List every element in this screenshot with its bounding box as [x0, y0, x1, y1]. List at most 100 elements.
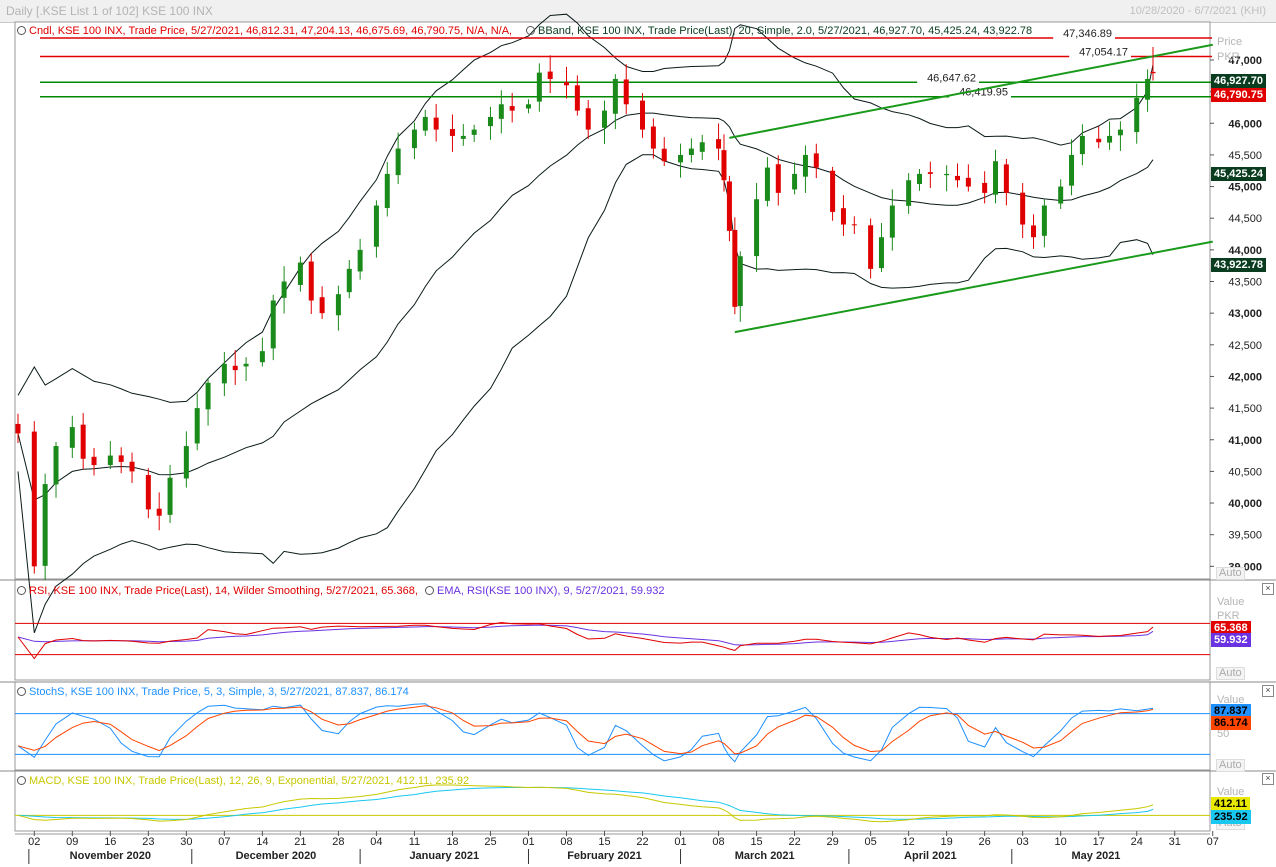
candle-body	[547, 71, 553, 79]
candle-body	[449, 129, 455, 136]
title-bar: Daily [.KSE List 1 of 102] KSE 100 INX 1…	[0, 0, 1276, 23]
level-label: 46,647.62	[927, 72, 976, 84]
candle-body	[107, 455, 113, 466]
settings-icon[interactable]	[526, 26, 535, 35]
x-tick-label: 22	[636, 836, 648, 848]
x-tick-label: 07	[1207, 836, 1219, 848]
x-tick-label: 14	[256, 836, 268, 848]
level-label-bg	[917, 71, 979, 84]
rsi-auto-button[interactable]: Auto	[1216, 667, 1245, 680]
month-label: December 2020	[236, 850, 317, 862]
rsi-legend[interactable]: RSI, KSE 100 INX, Trade Price(Last), 14,…	[17, 585, 418, 597]
x-tick-label: 21	[294, 836, 306, 848]
candle-body	[460, 135, 466, 139]
month-label: February 2021	[567, 850, 642, 862]
candle-body	[31, 431, 37, 567]
stoch-scale-head: Value	[1217, 694, 1245, 706]
candle-body	[1041, 205, 1047, 236]
price-auto-button[interactable]: Auto	[1216, 567, 1245, 580]
date-range: 10/28/2020 - 6/7/2021 (KHI)	[1129, 5, 1266, 17]
x-tick-label: 15	[598, 836, 610, 848]
price-tick-label: 39,500	[1228, 530, 1262, 542]
price-tick-label: 40,000	[1228, 498, 1262, 510]
rsi-ema-value-pill: 59.932	[1211, 633, 1251, 647]
level-label-bg	[949, 85, 1011, 98]
candle-body	[792, 173, 798, 190]
candle-body	[563, 82, 569, 86]
x-tick-label: 01	[522, 836, 534, 848]
candle-body	[433, 117, 439, 130]
macd-value-pill: 412.11	[1211, 797, 1251, 811]
macd-legend[interactable]: MACD, KSE 100 INX, Trade Price(Last), 12…	[17, 775, 469, 787]
candle-body	[69, 427, 75, 448]
candle-body	[737, 256, 743, 307]
candle-body	[221, 363, 227, 384]
price-tick-label: 43,000	[1228, 308, 1262, 320]
candle-body	[678, 154, 684, 163]
candle-body	[346, 268, 352, 293]
candle-body	[487, 116, 493, 127]
candle-body	[15, 423, 21, 434]
stoch-legend[interactable]: StochS, KSE 100 INX, Trade Price, 5, 3, …	[17, 686, 409, 698]
bband-legend[interactable]: BBand, KSE 100 INX, Trade Price(Last), 2…	[526, 25, 1032, 37]
candle-body	[205, 382, 211, 410]
candle-body	[471, 129, 477, 135]
candle-legend[interactable]: Cndl, KSE 100 INX, Trade Price, 5/27/202…	[17, 25, 512, 37]
rsi-value-pill: 65.368	[1211, 621, 1251, 635]
candle-body	[384, 173, 390, 209]
macd-legend-text: MACD, KSE 100 INX, Trade Price(Last), 12…	[29, 775, 470, 787]
candle-body	[965, 177, 971, 187]
candle-body	[167, 477, 173, 515]
x-tick-label: 29	[826, 836, 838, 848]
x-tick-label: 04	[370, 836, 382, 848]
candle-body	[335, 294, 341, 316]
macd-signal-line	[17, 786, 1154, 820]
price-scale-head: Price	[1217, 36, 1243, 48]
candle-body	[525, 104, 531, 109]
candle-body	[612, 78, 618, 114]
candle-body	[813, 153, 819, 168]
settings-icon[interactable]	[17, 687, 26, 696]
candle-body	[699, 142, 705, 152]
bband-upper-line	[17, 13, 1154, 403]
candle-body	[232, 365, 238, 371]
last-price-pill: 46,790.75	[1211, 88, 1266, 102]
candle-body	[661, 148, 667, 162]
settings-icon[interactable]	[17, 586, 26, 595]
month-label: January 2021	[409, 850, 479, 862]
candle-body	[1020, 192, 1026, 225]
settings-icon[interactable]	[425, 586, 434, 595]
x-tick-label: 24	[1131, 836, 1143, 848]
stoch-close-icon[interactable]: ×	[1262, 685, 1274, 697]
candle-body	[602, 110, 608, 128]
stoch-auto-button[interactable]: Auto	[1216, 759, 1245, 772]
candle-body	[868, 225, 874, 269]
x-tick-label: 10	[1055, 836, 1067, 848]
macd-line	[17, 784, 1154, 823]
x-tick-label: 12	[902, 836, 914, 848]
price-tick-label: 44,000	[1228, 245, 1262, 257]
candle-body	[982, 182, 988, 193]
candle-body	[91, 456, 97, 466]
candle-body	[536, 72, 542, 102]
candle-body	[650, 126, 656, 149]
candle-body	[194, 408, 200, 444]
rsi-close-icon[interactable]: ×	[1262, 583, 1274, 595]
candle-body	[1058, 186, 1064, 204]
month-label: November 2020	[70, 850, 151, 862]
settings-icon[interactable]	[17, 776, 26, 785]
candle-body	[1150, 71, 1156, 74]
candle-body	[156, 508, 162, 516]
stoch-d-pill: 86.174	[1211, 716, 1251, 730]
candle-body	[830, 170, 836, 212]
candle-body	[906, 180, 912, 206]
candle-body	[145, 475, 151, 510]
macd-close-icon[interactable]: ×	[1262, 773, 1274, 785]
level-label: 46,419.95	[959, 87, 1008, 99]
settings-icon[interactable]	[17, 26, 26, 35]
month-label: March 2021	[735, 850, 795, 862]
rsi-ema-legend[interactable]: EMA, RSI(KSE 100 INX), 9, 5/27/2021, 59.…	[425, 585, 664, 597]
candle-body	[916, 173, 922, 185]
rsi-scale-unit: PKR	[1217, 610, 1240, 622]
